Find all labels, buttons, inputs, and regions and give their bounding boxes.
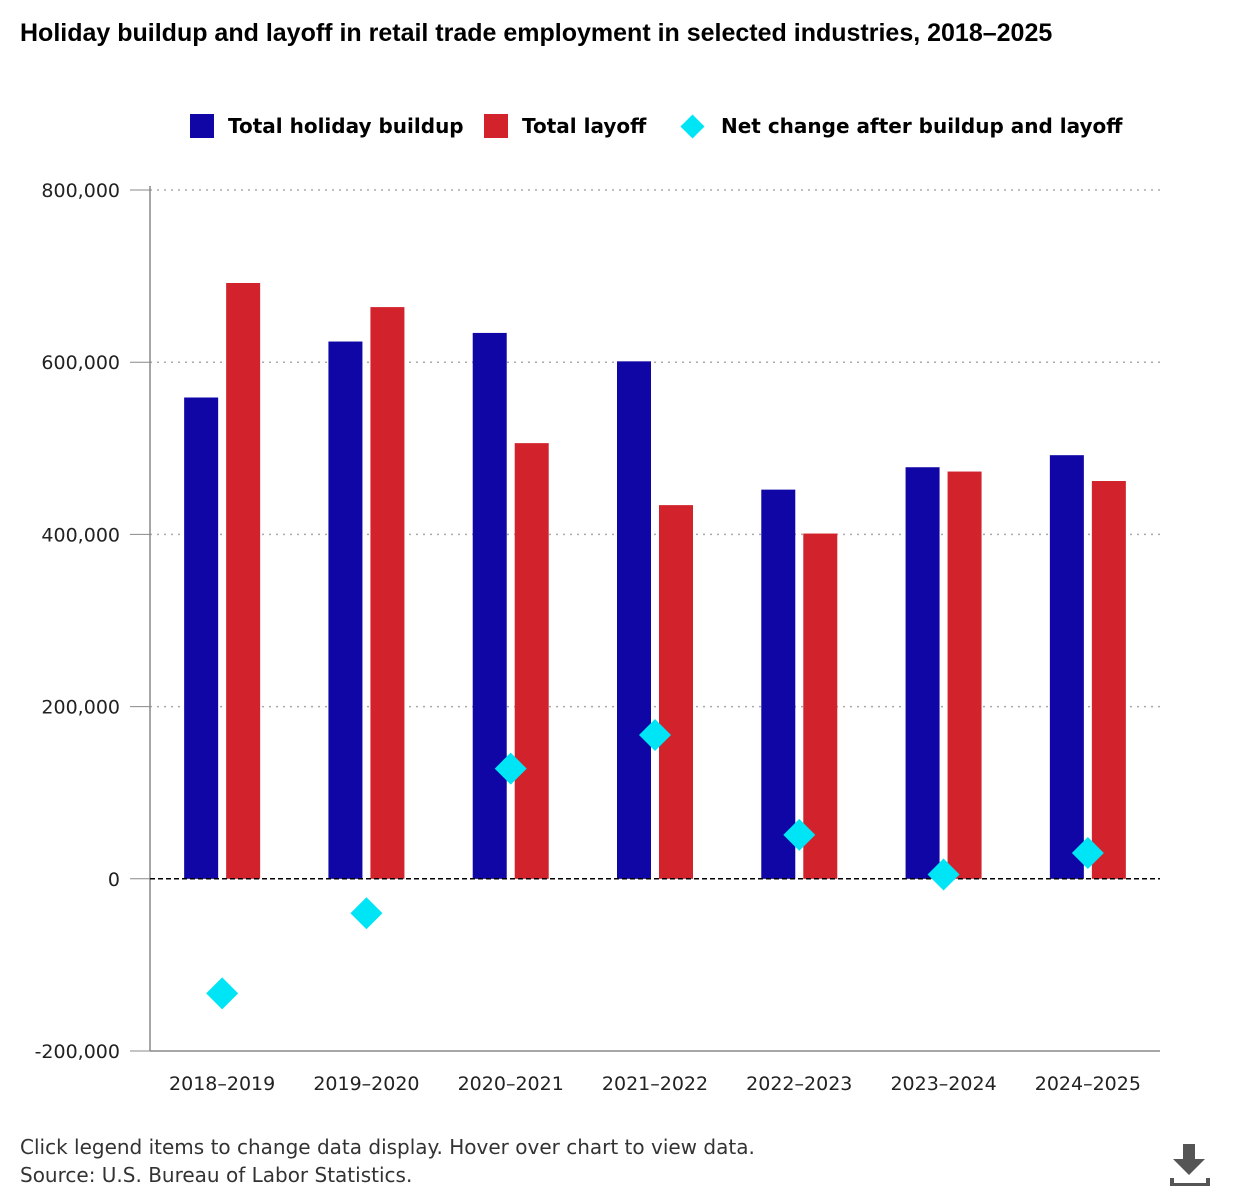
x-tick-label: 2024–2025 <box>1035 1073 1141 1095</box>
legend-label: Total layoff <box>522 114 647 138</box>
chart-note: Click legend items to change data displa… <box>20 1135 755 1159</box>
bar-buildup <box>472 332 507 879</box>
x-tick-label: 2018–2019 <box>169 1073 275 1095</box>
legend-swatch-buildup <box>190 114 214 138</box>
net-change-point <box>206 977 239 1010</box>
download-icon[interactable] <box>1168 1142 1212 1188</box>
net-change-point <box>639 719 671 752</box>
net-change-point <box>494 752 527 785</box>
bar-buildup <box>1049 455 1084 879</box>
y-tick-label: 200,000 <box>41 697 120 719</box>
bar-layoff <box>803 533 838 879</box>
legend-item-buildup[interactable]: Total holiday buildup <box>190 114 464 138</box>
y-tick-label: 600,000 <box>41 352 120 374</box>
y-tick-label: 0 <box>108 869 120 891</box>
net-change-point <box>783 818 816 851</box>
bar-layoff <box>370 307 405 879</box>
net-change-point <box>350 897 383 930</box>
plot-area[interactable]: -200,000 0 200,000 400,000 600,000 800,000 201… <box>0 0 1240 1120</box>
legend-item-layoff[interactable]: Total layoff <box>484 114 646 138</box>
x-tick-label: 2023–2024 <box>890 1073 996 1095</box>
y-tick-label: 400,000 <box>41 524 120 546</box>
bar-layoff <box>947 471 982 879</box>
bar-layoff <box>659 505 693 879</box>
legend-swatch-layoff <box>484 114 508 138</box>
x-tick-label: 2020–2021 <box>458 1073 564 1095</box>
bar-layoff <box>226 282 261 879</box>
chart-source: Source: U.S. Bureau of Labor Statistics. <box>20 1163 413 1187</box>
net-change-point <box>927 858 960 891</box>
chart-title: Holiday buildup and layoff in retail tra… <box>20 19 1053 47</box>
x-tick-label: 2021–2022 <box>602 1073 708 1095</box>
bar-buildup <box>905 467 940 879</box>
legend-label: Total holiday buildup <box>228 114 464 138</box>
bar-layoff <box>514 443 549 879</box>
x-tick-label: 2019–2020 <box>313 1073 419 1095</box>
bar-layoff <box>1091 481 1126 879</box>
bar-buildup <box>617 361 651 879</box>
bar-buildup <box>761 489 796 879</box>
bar-buildup <box>328 341 363 879</box>
legend: Total holiday buildup Total layoff Net c… <box>0 113 1240 144</box>
legend-label: Net change after buildup and layoff <box>721 114 1123 138</box>
x-tick-label: 2022–2023 <box>746 1073 852 1095</box>
y-tick-label: -200,000 <box>35 1041 120 1063</box>
y-tick-label: 800,000 <box>41 180 120 202</box>
legend-item-net-change[interactable]: Net change after buildup and layoff <box>680 113 1123 139</box>
bar-buildup <box>184 397 219 879</box>
net-change-point <box>1071 836 1104 869</box>
